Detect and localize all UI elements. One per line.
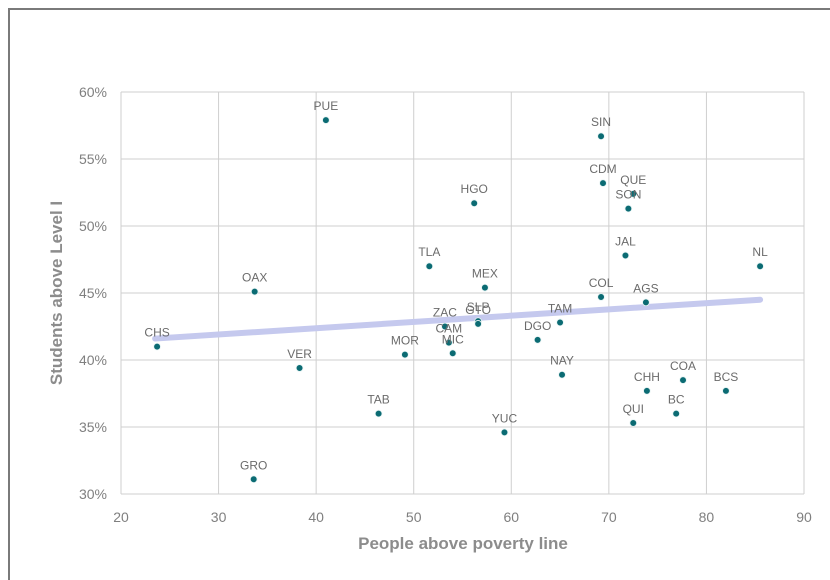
point-label-mic: MIC <box>442 332 464 346</box>
point-label-gro: GRO <box>240 458 267 472</box>
data-point-cdm <box>599 179 607 187</box>
point-label-nl: NL <box>752 245 768 259</box>
data-point-dgo <box>533 336 542 344</box>
y-tick-label: 60% <box>79 84 107 100</box>
x-tick-labels: 20 30 40 50 60 70 80 90 <box>113 509 812 525</box>
point-label-ver: VER <box>287 347 312 361</box>
data-point-gto <box>474 320 482 328</box>
data-point-mex <box>481 283 489 292</box>
data-point-col <box>597 293 605 301</box>
point-label-tab: TAB <box>367 393 389 407</box>
data-points <box>153 116 764 484</box>
data-point-ver <box>295 364 304 372</box>
data-point-nl <box>756 262 764 271</box>
point-label-hgo: HGO <box>461 182 488 196</box>
point-label-mor: MOR <box>391 334 419 348</box>
point-label-que: QUE <box>620 173 646 187</box>
point-label-gto: GTO <box>465 303 491 317</box>
data-point-pue <box>322 116 330 124</box>
point-label-chh: CHH <box>634 370 660 384</box>
data-point-bc <box>672 409 680 418</box>
point-label-slp: SLP <box>467 300 490 314</box>
x-tick-label: 70 <box>601 509 617 525</box>
data-point-tab <box>374 409 383 418</box>
data-point-mor <box>401 350 409 359</box>
data-point-jal <box>621 251 630 260</box>
y-tick-label: 30% <box>79 486 107 502</box>
point-label-nay: NAY <box>550 354 574 368</box>
data-point-sin <box>597 132 605 141</box>
data-point-coa <box>679 376 687 384</box>
point-label-bc: BC <box>668 393 685 407</box>
grid-lines <box>120 91 805 495</box>
point-label-yuc: YUC <box>492 411 518 425</box>
data-point-bcs <box>722 387 730 395</box>
y-tick-labels: 30% 35% 40% 45% 50% 55% 60% <box>79 84 107 502</box>
point-label-chs: CHS <box>144 326 169 340</box>
data-point-que <box>629 190 638 198</box>
data-point-zac <box>441 322 449 331</box>
data-point-tam <box>556 318 564 327</box>
data-point-chh <box>643 387 651 395</box>
data-point-son <box>624 204 633 213</box>
point-label-col: COL <box>589 276 614 290</box>
y-tick-label: 55% <box>79 151 107 167</box>
x-tick-label: 90 <box>796 509 812 525</box>
point-label-zac: ZAC <box>433 306 457 320</box>
x-tick-label: 40 <box>308 509 324 525</box>
point-label-tla: TLA <box>418 245 440 259</box>
data-point-nay <box>558 370 566 379</box>
data-point-yuc <box>500 428 509 437</box>
point-label-pue: PUE <box>314 99 339 113</box>
y-tick-label: 45% <box>79 285 107 301</box>
y-axis-title: Students above Level I <box>47 201 66 385</box>
data-point-qui <box>629 419 638 427</box>
data-point-oax <box>250 287 259 296</box>
y-tick-label: 40% <box>79 352 107 368</box>
data-point-ags <box>642 298 650 307</box>
chart-frame <box>8 8 830 580</box>
data-point-chs <box>153 342 161 351</box>
x-tick-label: 20 <box>113 509 129 525</box>
x-tick-label: 60 <box>503 509 519 525</box>
data-point-hgo <box>470 199 479 208</box>
point-label-dgo: DGO <box>524 319 551 333</box>
data-point-gro <box>249 475 258 484</box>
data-point-mic <box>448 349 457 358</box>
x-tick-label: 30 <box>211 509 227 525</box>
point-label-ags: AGS <box>633 281 658 295</box>
point-label-bcs: BCS <box>714 370 739 384</box>
point-label-sin: SIN <box>591 115 611 129</box>
data-point-cam <box>445 338 453 347</box>
point-label-oax: OAX <box>242 271 267 285</box>
point-label-coa: COA <box>670 359 696 373</box>
trendline <box>152 296 764 342</box>
x-axis-title: People above poverty line <box>358 534 568 553</box>
point-label-cam: CAM <box>436 322 463 336</box>
point-label-cdm: CDM <box>589 162 616 176</box>
point-label-qui: QUI <box>623 402 644 416</box>
y-tick-label: 35% <box>79 419 107 435</box>
x-tick-label: 80 <box>699 509 715 525</box>
data-point-tla <box>425 262 434 271</box>
point-label-mex: MEX <box>472 267 498 281</box>
y-tick-label: 50% <box>79 218 107 234</box>
point-label-jal: JAL <box>615 234 636 248</box>
x-tick-label: 50 <box>406 509 422 525</box>
point-label-son: SON <box>615 188 641 202</box>
point-label-tam: TAM <box>548 301 572 315</box>
